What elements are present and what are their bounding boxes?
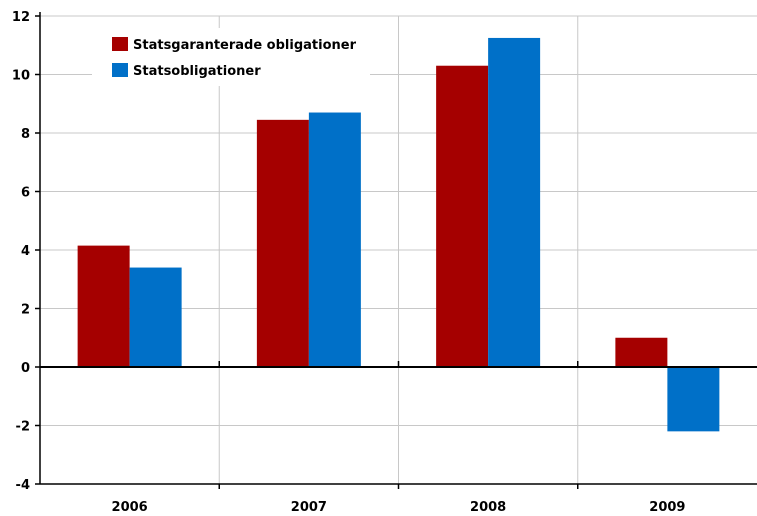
bar-2007-series-1	[256, 119, 309, 368]
bar-2007-series-2	[308, 112, 361, 368]
legend-swatch-series-1	[112, 37, 128, 51]
y-tick-label: 4	[21, 244, 30, 259]
y-tick-label: -2	[16, 420, 30, 435]
y-tick-label: 10	[12, 69, 30, 84]
y-tick-label: 0	[21, 361, 30, 376]
axes	[35, 12, 757, 489]
bars	[77, 37, 720, 432]
bar-2008-series-2	[488, 37, 541, 367]
bar-2008-series-1	[436, 65, 489, 367]
bar-2006-series-1	[77, 245, 130, 367]
legend-swatch-series-2	[112, 63, 128, 77]
y-axis-tick-labels: 12 10 8 6 4 2 0 -2 -4	[12, 10, 30, 493]
x-tick-label: 2007	[291, 500, 327, 515]
grid-lines	[40, 15, 757, 485]
x-tick-label: 2009	[649, 500, 685, 515]
legend-background	[92, 28, 370, 86]
y-tick-label: 8	[21, 127, 30, 142]
bar-2009-series-1	[615, 337, 668, 367]
y-tick-label: 12	[12, 10, 30, 25]
bar-2006-series-2	[129, 267, 182, 367]
x-tick-label: 2006	[112, 500, 148, 515]
bar-2009-series-2	[667, 367, 720, 432]
legend: Statsgaranterade obligationer Statsobliga…	[92, 28, 370, 86]
legend-label-series-1: Statsgaranterade obligationer	[133, 38, 357, 53]
y-tick-label: 2	[21, 303, 30, 318]
x-axis-tick-labels: 2006 2007 2008 2009	[112, 500, 686, 515]
x-tick-label: 2008	[470, 500, 506, 515]
y-tick-label: -4	[16, 478, 30, 493]
legend-label-series-2: Statsobligationer	[133, 64, 261, 79]
y-tick-label: 6	[21, 186, 30, 201]
